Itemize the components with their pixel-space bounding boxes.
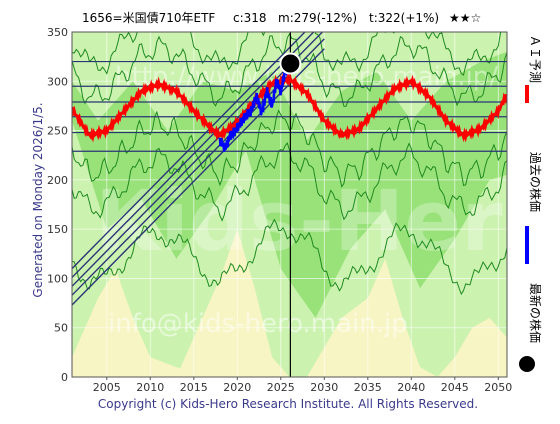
x-tick-label: 2045 bbox=[441, 381, 469, 394]
latest-price-marker bbox=[279, 52, 302, 75]
past-price-line bbox=[218, 58, 292, 152]
outline-curve bbox=[72, 218, 507, 296]
x-tick-label: 2010 bbox=[136, 381, 164, 394]
channel-line bbox=[72, 32, 324, 287]
copyright-footer: Copyright (c) Kids-Hero Research Institu… bbox=[98, 397, 478, 411]
y-tick-label: 100 bbox=[47, 272, 68, 285]
y-axis-ticks: 0 50 100 150 200 250 300 350 bbox=[47, 26, 68, 384]
outline-curves bbox=[72, 32, 507, 296]
outline-curve bbox=[72, 32, 502, 76]
watermark-brand: Kids-Hero bbox=[95, 172, 560, 270]
ai-forecast-line bbox=[72, 71, 507, 143]
channel-line bbox=[72, 32, 306, 270]
legend-latest-price-label: 最新の株価 bbox=[528, 283, 543, 343]
horizontal-levels bbox=[72, 60, 507, 152]
background-bands bbox=[72, 32, 507, 377]
y-tick-label: 50 bbox=[54, 322, 68, 335]
y-tick-label: 350 bbox=[47, 26, 68, 39]
channel-line bbox=[72, 48, 325, 306]
legend-past-price-label: 過去の株価 bbox=[528, 152, 543, 212]
x-tick-label: 2005 bbox=[93, 381, 121, 394]
y-tick-label: 150 bbox=[47, 223, 68, 236]
header-mid-price: m:279(-12%) bbox=[278, 11, 357, 25]
header-current-price: c:318 bbox=[233, 11, 267, 25]
x-tick-label: 2035 bbox=[354, 381, 382, 394]
background-band bbox=[306, 258, 438, 377]
outline-curve bbox=[72, 32, 507, 107]
chart-header: 1656=米国債710年ETF c:318 m:279(-12%) t:322(… bbox=[82, 10, 481, 25]
x-tick-label: 2020 bbox=[223, 381, 251, 394]
header-stars: ★★☆ bbox=[449, 11, 481, 25]
outline-curve bbox=[72, 109, 507, 188]
generated-date-label: Generated on Monday 2026/1/5. bbox=[31, 102, 45, 297]
watermark-email: info@kids-hero.main.jp bbox=[108, 309, 408, 339]
x-tick-label: 2015 bbox=[180, 381, 208, 394]
y-tick-label: 250 bbox=[47, 125, 68, 138]
outline-curve bbox=[72, 141, 507, 222]
background-band bbox=[176, 229, 290, 377]
x-tick-label: 2025 bbox=[267, 381, 295, 394]
x-tick-label: 2050 bbox=[484, 381, 512, 394]
x-tick-label: 2030 bbox=[310, 381, 338, 394]
legend-latest-price-swatch bbox=[519, 356, 535, 372]
plot-frame bbox=[71, 31, 508, 378]
legend: ＡＩ予測 過去の株価 最新の株価 bbox=[519, 35, 543, 372]
y-tick-label: 300 bbox=[47, 75, 68, 88]
x-tick-label: 2040 bbox=[397, 381, 425, 394]
header-code-name: 1656=米国債710年ETF bbox=[82, 10, 215, 25]
header-target-price: t:322(+1%) bbox=[369, 11, 439, 25]
y-tick-label: 0 bbox=[61, 371, 68, 384]
plot-area: http://www.kids-hero.main.jp/ Kids-Hero … bbox=[72, 32, 560, 377]
grid-lines bbox=[72, 32, 507, 377]
background-band bbox=[72, 268, 203, 377]
x-axis-ticks: 2005 2010 2015 2020 2025 2030 2035 2040 2045 2050 bbox=[93, 377, 512, 394]
legend-ai-forecast-label: ＡＩ予測 bbox=[528, 35, 542, 83]
y-tick-label: 200 bbox=[47, 174, 68, 187]
